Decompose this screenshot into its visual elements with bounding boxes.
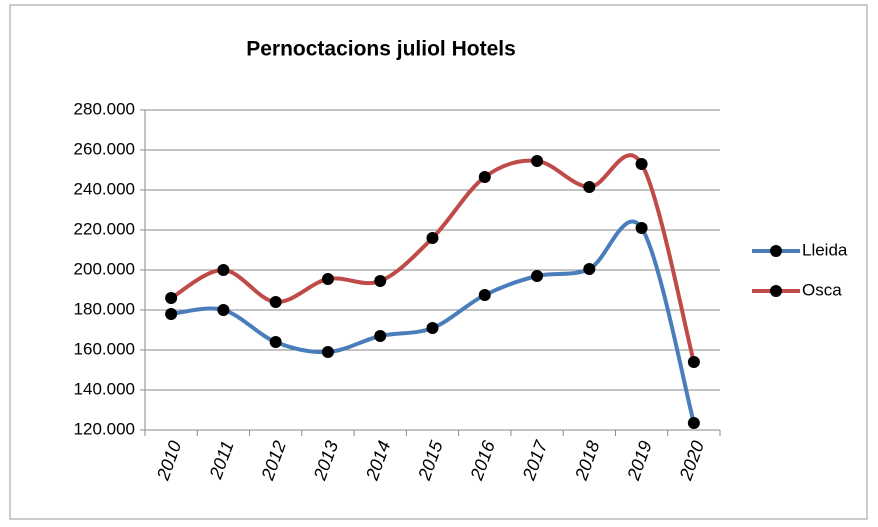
y-tick-label: 180.000	[74, 299, 135, 318]
legend-marker	[770, 285, 782, 297]
data-point	[478, 171, 491, 183]
data-point	[165, 308, 178, 320]
data-point	[165, 292, 178, 304]
data-point	[687, 356, 700, 368]
data-point	[531, 270, 544, 282]
data-point	[269, 296, 282, 308]
y-tick-label: 120.000	[74, 419, 135, 438]
data-point	[635, 158, 648, 170]
data-point	[269, 336, 282, 348]
y-tick-label: 260.000	[74, 139, 135, 158]
data-point	[426, 322, 439, 334]
data-point	[583, 181, 596, 193]
y-tick-label: 240.000	[74, 179, 135, 198]
y-tick-label: 220.000	[74, 219, 135, 238]
data-point	[531, 155, 544, 167]
chart-border	[9, 4, 868, 520]
y-tick-label: 280.000	[74, 99, 135, 118]
legend-label: Osca	[802, 280, 842, 299]
data-point	[321, 346, 334, 358]
data-point	[635, 222, 648, 234]
chart-title: Pernoctacions juliol Hotels	[246, 38, 516, 61]
data-point	[374, 275, 387, 287]
data-point	[478, 289, 491, 301]
data-point	[217, 264, 230, 276]
data-point	[426, 232, 439, 244]
data-point	[321, 273, 334, 285]
legend-label: Lleida	[802, 240, 848, 259]
data-point	[217, 304, 230, 316]
y-tick-label: 160.000	[74, 339, 135, 358]
legend-marker	[770, 245, 782, 257]
data-point	[687, 417, 700, 429]
y-tick-label: 200.000	[74, 259, 135, 278]
data-point	[374, 330, 387, 342]
y-tick-label: 140.000	[74, 379, 135, 398]
data-point	[583, 263, 596, 275]
